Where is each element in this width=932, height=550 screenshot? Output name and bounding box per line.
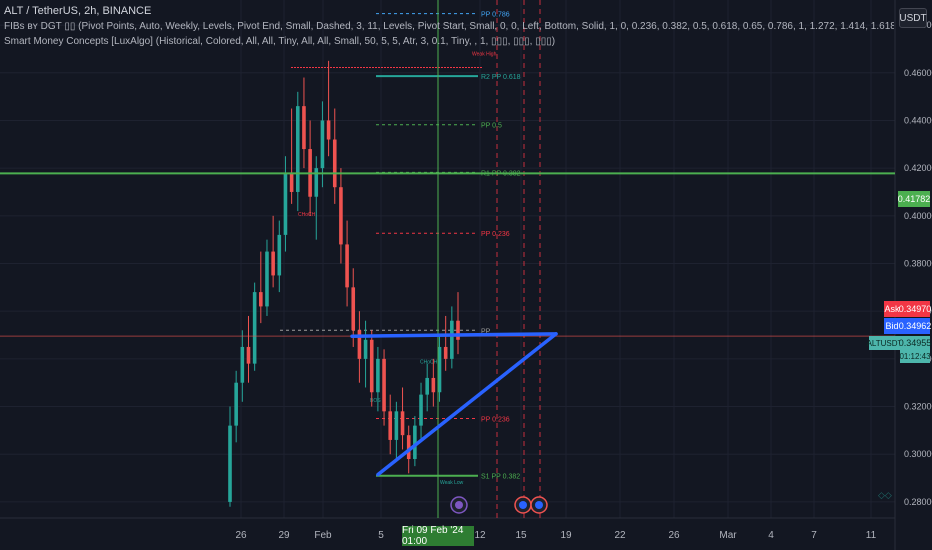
- candle-body: [388, 411, 393, 440]
- choch-label-2: CHoCH: [420, 360, 438, 366]
- chart-title: ALT / TetherUS, 2h, BINANCE: [4, 5, 152, 17]
- event-icon-core: [519, 501, 527, 509]
- bos-label: BOS: [370, 398, 381, 404]
- candle-body: [246, 346, 251, 364]
- time-tick-label: 26: [235, 530, 247, 541]
- candle-body: [419, 394, 423, 426]
- fib-level-label: PP: [481, 328, 491, 335]
- crosshair-date-label: Fri 09 Feb '24 01:00: [402, 525, 474, 547]
- candle-body: [326, 120, 331, 140]
- chart-marker-icon: ◇◇: [878, 490, 892, 500]
- smc-indicator-label[interactable]: Smart Money Concepts [LuxAlgo] (Historic…: [4, 36, 556, 47]
- time-tick-label: 19: [560, 530, 572, 541]
- symbol-label: ALTUSDT: [867, 336, 902, 350]
- bid-price: 0.34962: [899, 318, 931, 334]
- last-price: 0.34955: [898, 336, 932, 350]
- candle-body: [240, 346, 245, 383]
- candle-body: [314, 168, 319, 197]
- candle-body: [271, 251, 275, 276]
- candle-body: [394, 411, 399, 440]
- fib-level-label: PP 0.236: [481, 231, 510, 238]
- weak-low-label: Weak Low: [440, 480, 464, 486]
- fib-level-label: S1 PP 0.382: [481, 474, 520, 481]
- bar-countdown: 01:12:43: [899, 350, 931, 363]
- candle-body: [425, 377, 429, 395]
- trendline-diagonal: [376, 332, 558, 477]
- candle-body: [363, 339, 368, 359]
- time-tick-label: 4: [768, 530, 774, 541]
- time-tick-label: 5: [378, 530, 384, 541]
- time-tick-label: 11: [866, 530, 877, 541]
- line-price-label: 0.41782: [898, 191, 930, 207]
- candle-body: [437, 346, 442, 393]
- ask-label: Ask: [884, 301, 900, 317]
- fib-level-label: PP 0.786: [481, 12, 510, 19]
- time-tick-label: Mar: [719, 530, 737, 541]
- candle-body: [339, 187, 343, 245]
- candle-body: [406, 435, 411, 460]
- time-tick-label: Feb: [314, 530, 332, 541]
- candle-body: [228, 425, 232, 502]
- currency-button[interactable]: USDT: [899, 8, 927, 28]
- time-tick-label: 26: [668, 530, 680, 541]
- candle-body: [265, 251, 269, 307]
- candle-body: [443, 346, 448, 359]
- candle-body: [456, 320, 460, 340]
- fib-level-label: R2 PP 0.618: [481, 74, 521, 81]
- fib-level-label: PP 0.236: [481, 416, 510, 423]
- candle-body: [259, 292, 263, 307]
- candle-body: [320, 120, 325, 169]
- time-tick-label: 7: [811, 530, 817, 541]
- candle-body: [369, 339, 374, 393]
- choch-label: CHoCH: [298, 212, 316, 218]
- weak-high-label: Weak High: [472, 52, 497, 58]
- price-tick-label: 0.28000: [904, 497, 932, 507]
- time-tick-label: 15: [515, 530, 527, 541]
- bid-label: Bid: [884, 318, 900, 334]
- fib-level-label: PP 0.5: [481, 123, 502, 130]
- candle-body: [431, 377, 436, 393]
- candle-body: [413, 425, 417, 460]
- candle-body: [289, 172, 294, 192]
- candle-body: [252, 292, 257, 364]
- candle-body: [345, 244, 349, 288]
- ask-price: 0.34970: [899, 301, 931, 317]
- candle-body: [283, 172, 288, 235]
- event-icon-core: [535, 501, 543, 509]
- candle-body: [357, 330, 362, 359]
- candle-body: [295, 106, 300, 192]
- fibs-indicator-label[interactable]: FIBs ʙʏ DGT ▯▯ (Pivot Points, Auto, Week…: [4, 21, 894, 32]
- time-tick-label: 22: [614, 530, 626, 541]
- candle-body: [382, 358, 386, 412]
- candle-body: [400, 411, 405, 436]
- time-tick-label: 12: [474, 530, 486, 541]
- time-tick-label: 29: [278, 530, 290, 541]
- candle-body: [351, 287, 356, 331]
- candle-body: [277, 234, 282, 276]
- candle-body: [376, 358, 380, 393]
- candle-body: [332, 139, 337, 188]
- candle-body: [450, 320, 454, 359]
- candle-body: [302, 106, 306, 150]
- event-icon-core: [455, 501, 463, 509]
- candle-body: [234, 382, 238, 426]
- trendline-top: [350, 332, 558, 338]
